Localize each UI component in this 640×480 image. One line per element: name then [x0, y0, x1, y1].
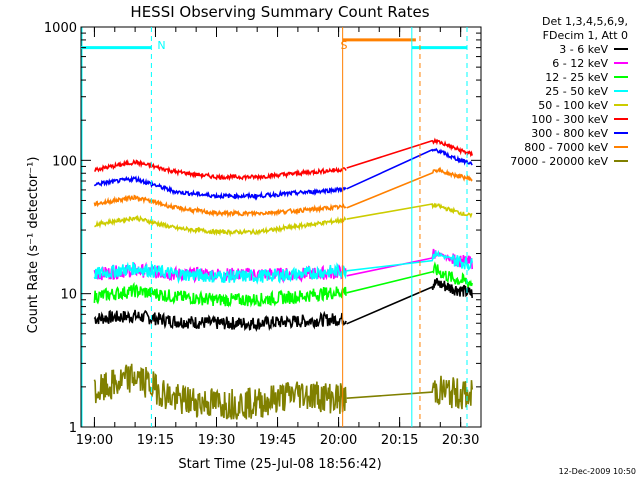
- series-line-7: [93, 147, 473, 201]
- series-segment: [346, 202, 473, 220]
- legend-label: 6 - 12 keV: [552, 57, 608, 70]
- y-tick-label: 1: [69, 421, 77, 436]
- series-segment: [346, 261, 473, 294]
- series-line-9: [93, 363, 473, 420]
- x-tick-label: 20:30: [442, 433, 479, 448]
- annotation-label: N: [157, 39, 165, 52]
- series-segment: [93, 194, 347, 219]
- series-segment: [93, 363, 347, 420]
- x-tick-label: 19:15: [137, 433, 174, 448]
- series-line-5: [94, 202, 473, 238]
- y-axis: 1 10 100 1000: [44, 21, 481, 436]
- x-tick-label: 20:15: [381, 433, 418, 448]
- series-line-1: [93, 277, 473, 333]
- series-segment: [93, 309, 347, 333]
- series-segment: [346, 248, 473, 277]
- series-line-3: [93, 261, 473, 308]
- legend-label: 800 - 7000 keV: [524, 141, 608, 154]
- series-segment: [94, 214, 347, 238]
- plot-frame: [80, 26, 482, 428]
- legend-header: Det 1,3,4,5,6,9,: [542, 15, 628, 28]
- y-axis-label: Count Rate (s⁻¹ detector⁻¹): [26, 157, 41, 334]
- series-segment: [94, 158, 347, 182]
- x-tick-label: 19:00: [76, 433, 113, 448]
- x-tick-label: 20:00: [320, 433, 357, 448]
- series-line-8: [93, 166, 473, 219]
- footer-timestamp: 12-Dec-2009 10:50: [559, 467, 636, 476]
- x-axis-label: Start Time (25-Jul-08 18:56:42): [178, 457, 381, 472]
- x-axis: 19:00 19:15 19:30 19:45 20:00 20:15 20:30: [76, 27, 482, 448]
- series-line-6: [94, 137, 473, 182]
- series-segment: [93, 175, 347, 201]
- y-tick-label: 10: [60, 288, 77, 303]
- legend-label: 100 - 300 keV: [531, 113, 608, 126]
- annotation-label: S: [341, 39, 348, 52]
- legend-label: 3 - 6 keV: [559, 43, 608, 56]
- series-segment: [346, 166, 473, 209]
- legend-label: 12 - 25 keV: [545, 71, 608, 84]
- x-tick-label: 19:30: [198, 433, 235, 448]
- series-line-4: [93, 249, 473, 285]
- series-segment: [346, 147, 473, 190]
- y-tick-label: 100: [52, 154, 77, 169]
- series-segment: [346, 137, 473, 169]
- legend-label: 300 - 800 keV: [531, 127, 608, 140]
- y-tick-label: 1000: [44, 21, 77, 36]
- legend-label: 7000 - 20000 keV: [510, 155, 608, 168]
- legend-label: 25 - 50 keV: [545, 85, 608, 98]
- legend-header: FDecim 1, Att 0: [543, 29, 628, 42]
- series-segment: [346, 277, 473, 325]
- chart-title: HESSI Observing Summary Count Rates: [130, 3, 429, 21]
- legend: Det 1,3,4,5,6,9,FDecim 1, Att 03 - 6 keV…: [510, 15, 628, 168]
- series-segment: [346, 249, 473, 272]
- x-tick-label: 19:45: [259, 433, 296, 448]
- series-segment: [93, 261, 347, 285]
- series-segment: [93, 281, 347, 308]
- legend-label: 50 - 100 keV: [538, 99, 608, 112]
- series-segment: [346, 375, 473, 410]
